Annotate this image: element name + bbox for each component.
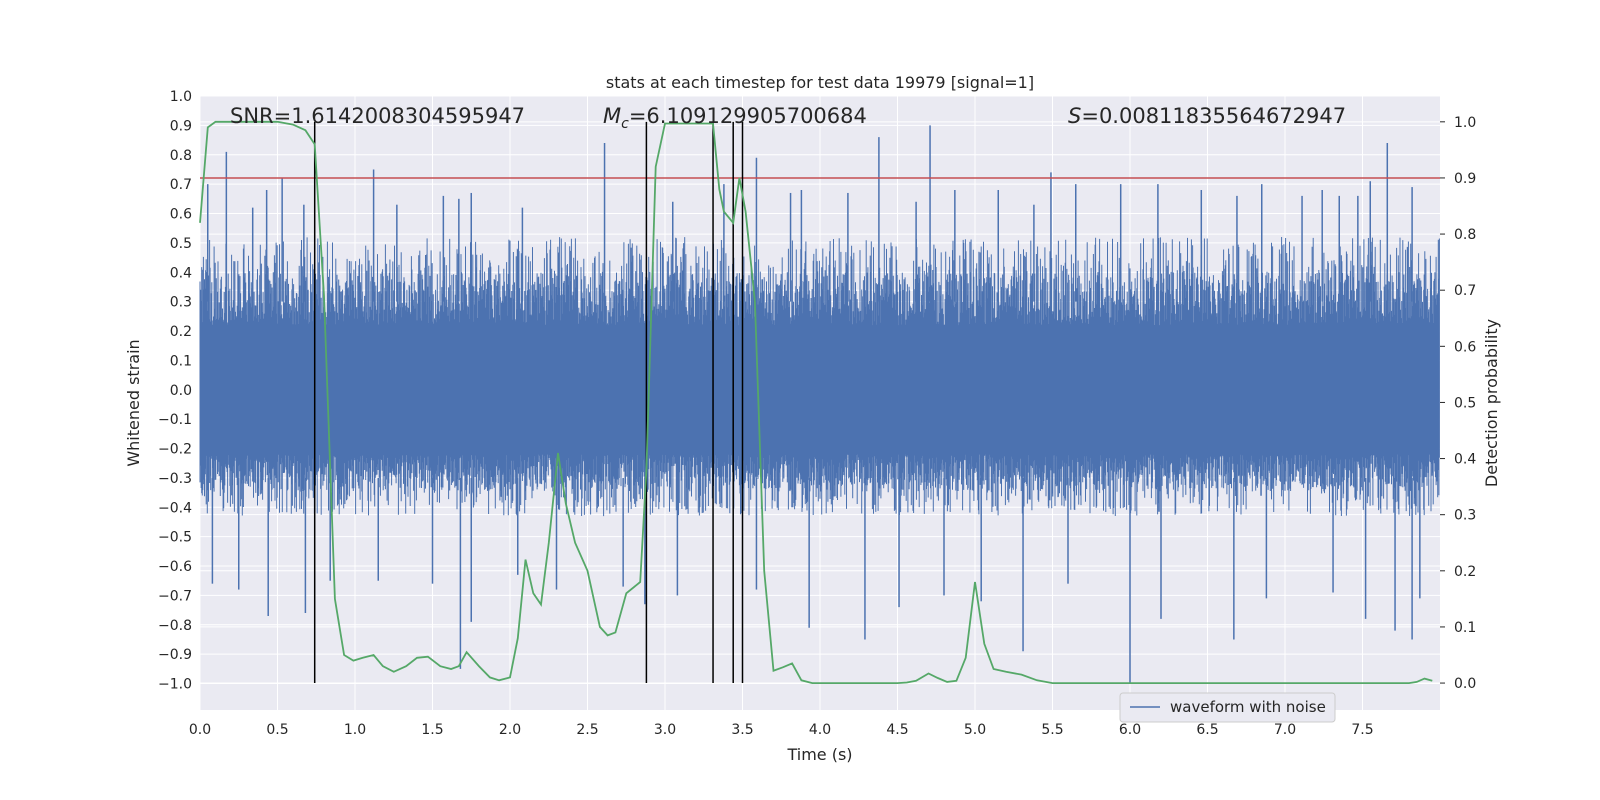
y-tick-label: −0.8	[158, 618, 192, 634]
x-tick-label: 3.0	[654, 722, 676, 738]
y2-tick-label: 0.2	[1454, 564, 1476, 580]
x-axis-label: Time (s)	[786, 745, 852, 764]
x-tick-label: 7.5	[1351, 722, 1373, 738]
legend-label-waveform: waveform with noise	[1170, 698, 1326, 716]
y-tick-label: −0.5	[158, 530, 192, 546]
y2-tick-label: 0.3	[1454, 508, 1476, 524]
y-tick-label: −0.6	[158, 559, 192, 575]
legend-box	[1119, 692, 1336, 723]
y-tick-label: 1.0	[170, 89, 192, 105]
y2-tick-label: 0.5	[1454, 395, 1476, 411]
x-tick-label: 5.0	[964, 722, 986, 738]
x-tick-label: 7.0	[1274, 722, 1296, 738]
x-tick-label: 5.5	[1041, 722, 1063, 738]
y-tick-label: 0.9	[170, 118, 192, 134]
vertical-markers	[313, 121, 744, 684]
x-tick-label: 2.0	[499, 722, 521, 738]
x-tick-label: 2.5	[576, 722, 598, 738]
mc-subscript: c	[621, 116, 629, 132]
mc-annotation: Mc=6.109129905700684	[603, 104, 867, 132]
y2-tick-label: 0.0	[1454, 676, 1476, 692]
y-tick-label: −0.7	[158, 588, 192, 604]
x-tick-label: 4.5	[886, 722, 908, 738]
x-tick-label: 4.0	[809, 722, 831, 738]
y-tick-label: −1.0	[158, 677, 192, 693]
y2-axis-label: Detection probability	[1482, 319, 1501, 487]
waveform-series	[199, 125, 1440, 684]
y-tick-label: 0.8	[170, 148, 192, 164]
probability-line	[199, 120, 1433, 684]
s-annotation: S=0.00811835564672947	[1068, 104, 1346, 128]
y-tick-label: −0.3	[158, 471, 192, 487]
snr-annotation: SNR=1.6142008304595947	[230, 104, 525, 128]
y2-tick-label: 0.9	[1454, 171, 1476, 187]
x-tick-label: 3.5	[731, 722, 753, 738]
y-tick-label: −0.1	[158, 412, 192, 428]
x-tick-label: 6.0	[1119, 722, 1141, 738]
y-tick-label: 0.5	[170, 236, 192, 252]
y2-tick-label: 0.7	[1454, 283, 1476, 299]
y2-tick-label: 0.6	[1454, 339, 1476, 355]
legend: waveform with noise	[1119, 692, 1336, 723]
y-tick-label: 0.3	[170, 295, 192, 311]
mc-symbol: M	[603, 104, 621, 128]
y-tick-label: −0.4	[158, 500, 192, 516]
x-tick-label: 1.5	[421, 722, 443, 738]
y-tick-label: 0.6	[170, 207, 192, 223]
y2-tick-label: 0.1	[1454, 620, 1476, 636]
y-tick-label: −0.9	[158, 647, 192, 663]
y-tick-label: 0.0	[170, 383, 192, 399]
y-tick-label: 0.4	[170, 265, 192, 281]
y2-tick-label: 0.4	[1454, 452, 1476, 468]
waveform-noise	[199, 237, 1440, 517]
x-tick-label: 6.5	[1196, 722, 1218, 738]
y2-tick-label: 1.0	[1454, 115, 1476, 131]
y2-tick-label: 0.8	[1454, 227, 1476, 243]
axis-ticks: −1.0 −0.9 −0.8 −0.7 −0.6 −0.5 −0.4 −0.3 −0.2 −0.1…	[158, 89, 1476, 738]
y-tick-label: 0.1	[170, 353, 192, 369]
x-tick-label: 0.5	[266, 722, 288, 738]
y-tick-label: 0.2	[170, 324, 192, 340]
chart-title: stats at each timestep for test data 199…	[606, 73, 1034, 92]
x-tick-label: 1.0	[344, 722, 366, 738]
mc-value: =6.109129905700684	[629, 104, 867, 128]
y-tick-label: 0.7	[170, 177, 192, 193]
s-value: =0.00811835564672947	[1081, 104, 1346, 128]
probability-series	[199, 120, 1433, 684]
x-tick-label: 0.0	[189, 722, 211, 738]
y-tick-label: −0.2	[158, 442, 192, 458]
s-symbol: S	[1068, 104, 1081, 128]
y-axis-label: Whitened strain	[124, 339, 143, 466]
